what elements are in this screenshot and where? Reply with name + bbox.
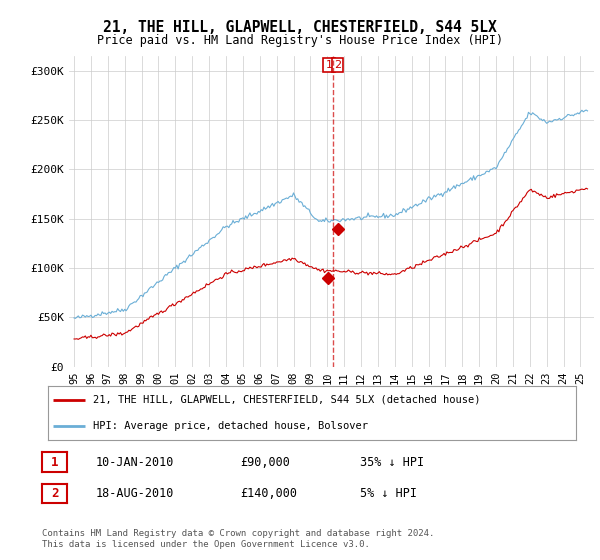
Text: 5% ↓ HPI: 5% ↓ HPI xyxy=(360,487,417,501)
Text: £140,000: £140,000 xyxy=(240,487,297,501)
Text: 10-JAN-2010: 10-JAN-2010 xyxy=(96,455,175,469)
Text: 21, THE HILL, GLAPWELL, CHESTERFIELD, S44 5LX (detached house): 21, THE HILL, GLAPWELL, CHESTERFIELD, S4… xyxy=(93,395,481,405)
Text: 18-AUG-2010: 18-AUG-2010 xyxy=(96,487,175,501)
Text: 21, THE HILL, GLAPWELL, CHESTERFIELD, S44 5LX: 21, THE HILL, GLAPWELL, CHESTERFIELD, S4… xyxy=(103,20,497,35)
Text: 2: 2 xyxy=(51,487,58,501)
Text: 1: 1 xyxy=(325,60,332,70)
Text: HPI: Average price, detached house, Bolsover: HPI: Average price, detached house, Bols… xyxy=(93,421,368,431)
Text: 35% ↓ HPI: 35% ↓ HPI xyxy=(360,455,424,469)
Text: 2: 2 xyxy=(334,60,341,70)
Text: Contains HM Land Registry data © Crown copyright and database right 2024.
This d: Contains HM Land Registry data © Crown c… xyxy=(42,529,434,549)
Text: £90,000: £90,000 xyxy=(240,455,290,469)
Text: 1: 1 xyxy=(51,455,58,469)
Text: Price paid vs. HM Land Registry's House Price Index (HPI): Price paid vs. HM Land Registry's House … xyxy=(97,34,503,46)
